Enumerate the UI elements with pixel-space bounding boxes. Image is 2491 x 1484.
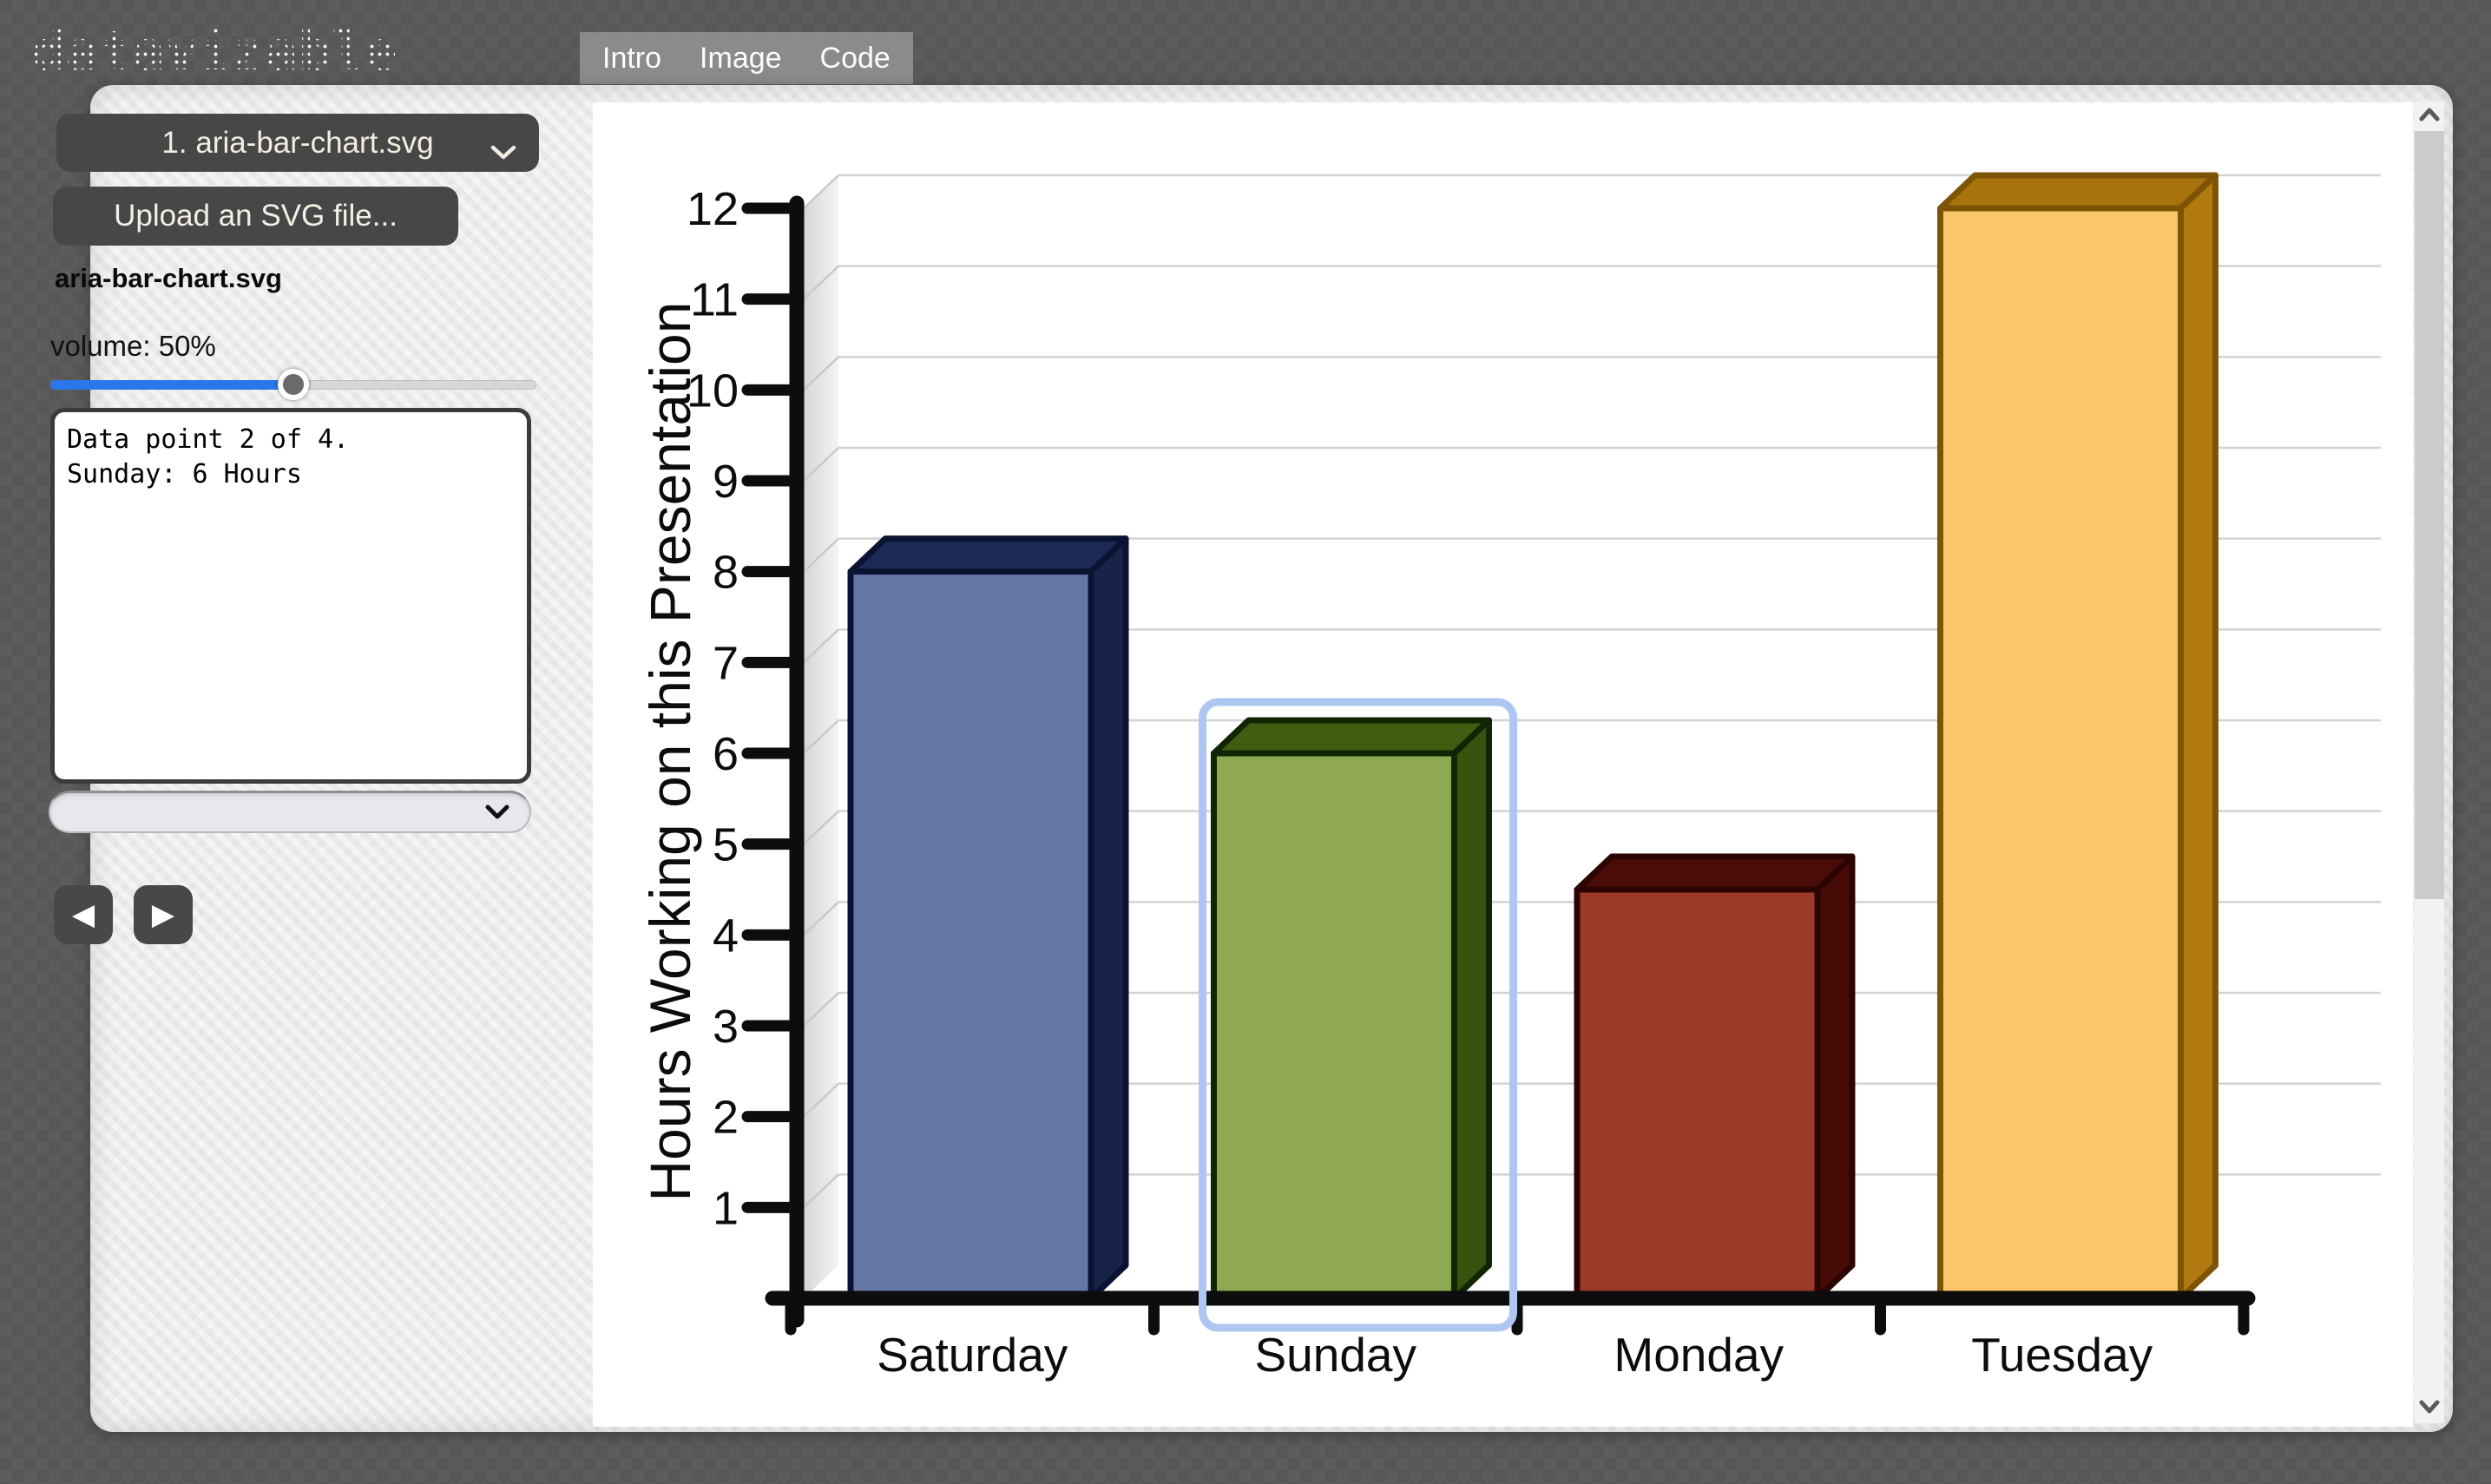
left-triangle-icon: ◀ bbox=[71, 897, 95, 932]
right-triangle-icon: ▶ bbox=[151, 897, 175, 932]
x-tick-label: Saturday bbox=[877, 1328, 1068, 1382]
chevron-down-icon bbox=[489, 135, 518, 169]
tab-code[interactable]: Code bbox=[819, 41, 891, 75]
gridline-depth bbox=[803, 1173, 839, 1209]
gridline-depth bbox=[803, 265, 839, 300]
gridline-depth bbox=[803, 628, 839, 664]
bar-front-face bbox=[1574, 886, 1821, 1302]
gridline-depth bbox=[803, 174, 839, 209]
bar-front-face bbox=[1211, 750, 1457, 1302]
y-tick-label: 10 bbox=[687, 364, 739, 417]
y-tick-label: 1 bbox=[713, 1182, 739, 1234]
volume-label: volume: 50% bbox=[50, 330, 216, 362]
chevron-down-icon bbox=[2419, 1400, 2440, 1418]
y-tick-label: 2 bbox=[713, 1092, 739, 1144]
bar-side-face bbox=[1088, 535, 1129, 1302]
slider-thumb[interactable] bbox=[278, 369, 309, 400]
y-tick-label: 4 bbox=[713, 909, 739, 962]
y-tick-label: 8 bbox=[713, 547, 739, 599]
bar-top-face bbox=[847, 535, 1129, 575]
volume-slider[interactable] bbox=[50, 368, 536, 401]
gridline-depth bbox=[803, 810, 839, 845]
bar-top-face bbox=[1211, 717, 1492, 757]
voice-select[interactable] bbox=[49, 791, 531, 833]
app-logo: datavizable bbox=[32, 19, 398, 82]
gridline-depth bbox=[803, 447, 839, 482]
x-tick-label: Tuesday bbox=[1971, 1328, 2153, 1382]
y-tick-label: 12 bbox=[687, 183, 739, 235]
file-select-value: 1. aria-bar-chart.svg bbox=[161, 125, 434, 160]
scroll-up-button[interactable] bbox=[2415, 102, 2444, 131]
y-tick-label: 11 bbox=[690, 274, 739, 326]
y-tick-label: 6 bbox=[713, 728, 739, 780]
announcement-textarea[interactable]: Data point 2 of 4. Sunday: 6 Hours bbox=[50, 408, 531, 784]
chevron-up-icon bbox=[2419, 108, 2440, 126]
bar-side-face bbox=[1814, 853, 1856, 1302]
y-tick-label: 9 bbox=[713, 456, 739, 508]
bar-side-face bbox=[2178, 172, 2218, 1302]
scroll-down-button[interactable] bbox=[2415, 1394, 2444, 1423]
bar-tuesday[interactable] bbox=[1937, 172, 2218, 1302]
bar-top-face bbox=[1574, 853, 1856, 893]
bar-sunday[interactable] bbox=[1211, 717, 1492, 1302]
gridline-depth bbox=[803, 537, 839, 573]
tab-intro[interactable]: Intro bbox=[602, 41, 662, 75]
x-tick-label: Sunday bbox=[1254, 1328, 1416, 1382]
upload-svg-button[interactable]: Upload an SVG file... bbox=[53, 187, 458, 246]
gridline-depth bbox=[803, 901, 839, 936]
gridline-depth bbox=[803, 719, 839, 754]
bar-front-face bbox=[847, 568, 1094, 1302]
gridline-depth bbox=[803, 992, 839, 1027]
bar-front-face bbox=[1937, 205, 2184, 1302]
chart-canvas: 1 2 3 4 5 6 7 8 9 10 11 12 Saturday Sunday Monday Tuesd… bbox=[593, 102, 2413, 1427]
gridline-depth bbox=[803, 1082, 839, 1118]
bar-saturday[interactable] bbox=[847, 535, 1129, 1302]
tab-image[interactable]: Image bbox=[700, 41, 782, 75]
header-tab-bar: Intro Image Code bbox=[580, 32, 913, 84]
x-tick-label: Monday bbox=[1614, 1328, 1784, 1382]
y-tick-label: 5 bbox=[713, 819, 739, 871]
next-data-point-button[interactable]: ▶ bbox=[134, 885, 193, 944]
y-tick-label: 7 bbox=[713, 637, 739, 689]
scrollbar-thumb[interactable] bbox=[2415, 131, 2444, 899]
focus-ring bbox=[1199, 698, 1517, 1332]
current-filename: aria-bar-chart.svg bbox=[55, 263, 282, 293]
vertical-scrollbar[interactable] bbox=[2415, 102, 2444, 1423]
slider-fill bbox=[50, 380, 293, 390]
chevron-down-icon bbox=[484, 804, 510, 824]
prev-data-point-button[interactable]: ◀ bbox=[54, 885, 113, 944]
bar-side-face bbox=[1451, 717, 1492, 1302]
y-axis-title: Hours Working on this Presentation bbox=[638, 302, 702, 1202]
y-tick-label: 3 bbox=[713, 1001, 739, 1053]
gridline-depth bbox=[803, 356, 839, 391]
bar-top-face bbox=[1937, 172, 2218, 212]
bar-monday[interactable] bbox=[1574, 853, 1856, 1302]
file-select[interactable]: 1. aria-bar-chart.svg bbox=[56, 114, 539, 172]
